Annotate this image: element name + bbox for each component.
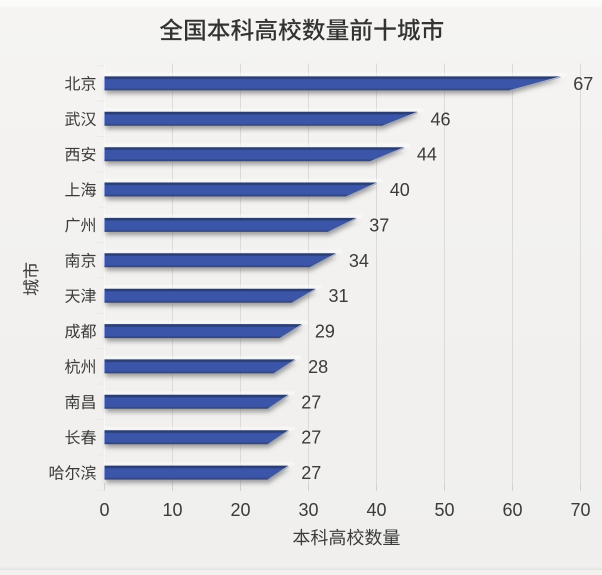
svg-text:10: 10 (162, 500, 182, 520)
svg-text:30: 30 (298, 500, 318, 520)
svg-text:27: 27 (301, 428, 321, 448)
svg-text:70: 70 (570, 500, 590, 520)
svg-text:40: 40 (366, 500, 386, 520)
svg-text:46: 46 (431, 109, 451, 129)
svg-text:50: 50 (434, 500, 454, 520)
svg-text:60: 60 (502, 500, 522, 520)
svg-text:67: 67 (573, 74, 593, 94)
svg-text:29: 29 (315, 322, 335, 342)
svg-text:34: 34 (349, 251, 369, 271)
svg-text:20: 20 (230, 500, 250, 520)
svg-text:28: 28 (308, 357, 328, 377)
svg-text:31: 31 (329, 286, 349, 306)
svg-text:40: 40 (390, 180, 410, 200)
svg-text:27: 27 (301, 392, 321, 412)
svg-text:27: 27 (301, 463, 321, 483)
svg-text:37: 37 (369, 215, 389, 235)
svg-text:0: 0 (99, 500, 109, 520)
svg-text:44: 44 (417, 145, 437, 165)
